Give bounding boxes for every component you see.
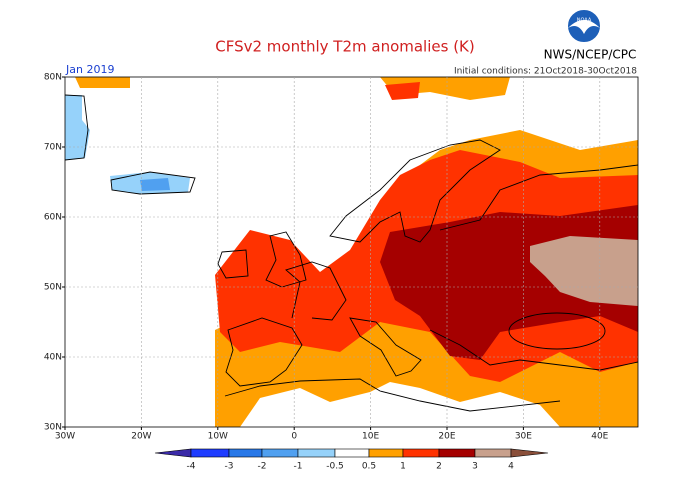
title: CFSv2 monthly T2m anomalies (K) <box>215 38 475 56</box>
noaa-logo: NOAA <box>566 8 602 44</box>
colorbar-label: 3 <box>472 462 478 472</box>
lon-label: 10E <box>362 432 379 442</box>
colorbar-label: 4 <box>508 462 514 472</box>
agency: NWS/NCEP/CPC <box>544 48 637 62</box>
colorbar-segment <box>474 448 512 458</box>
lat-label: 80N <box>44 73 62 83</box>
month: Jan 2019 <box>65 63 114 76</box>
anomaly-north-west <box>75 77 130 88</box>
colorbar-label: -1 <box>294 462 303 472</box>
anomaly-greenland <box>65 95 90 160</box>
colorbar-label: -4 <box>187 462 196 472</box>
lon-label: 40E <box>591 432 608 442</box>
colorbar-segment <box>368 448 404 458</box>
colorbar-segment <box>228 448 263 458</box>
lon-label: 30E <box>515 432 532 442</box>
logo-text: NOAA <box>577 18 592 24</box>
colorbar-label: -3 <box>225 462 234 472</box>
lon-label: 0 <box>291 432 297 442</box>
lon-label: 20W <box>131 432 151 442</box>
colorbar-label: 0.5 <box>362 462 376 472</box>
colorbar-low <box>154 448 192 458</box>
lat-label: 70N <box>44 143 62 153</box>
colorbar-segment <box>261 448 299 458</box>
anomaly-field <box>65 77 638 427</box>
anomaly-iceland-2 <box>140 178 170 191</box>
lat-label: 50N <box>44 283 62 293</box>
initial-conditions: Initial conditions: 21Oct2018-30Oct2018 <box>454 67 637 77</box>
colorbar-segment <box>297 448 336 458</box>
lat-label: 40N <box>44 353 62 363</box>
map-frame <box>64 76 639 428</box>
anomaly-north-red <box>385 82 420 100</box>
colorbar-label: -2 <box>258 462 267 472</box>
lon-label: 20E <box>438 432 455 442</box>
colorbar-segment <box>402 448 440 458</box>
colorbar-high <box>510 448 549 458</box>
colorbar-segment <box>190 448 230 458</box>
lon-label: 30W <box>55 432 75 442</box>
anomaly-3-4 <box>530 236 638 306</box>
colorbar-segment <box>334 448 370 458</box>
colorbar-label: -0.5 <box>326 462 344 472</box>
colorbar-segment <box>438 448 476 458</box>
colorbar-label: 1 <box>400 462 406 472</box>
lat-label: 30N <box>44 423 62 433</box>
colorbar-label: 2 <box>436 462 442 472</box>
lat-label: 60N <box>44 213 62 223</box>
lon-label: 10W <box>208 432 228 442</box>
